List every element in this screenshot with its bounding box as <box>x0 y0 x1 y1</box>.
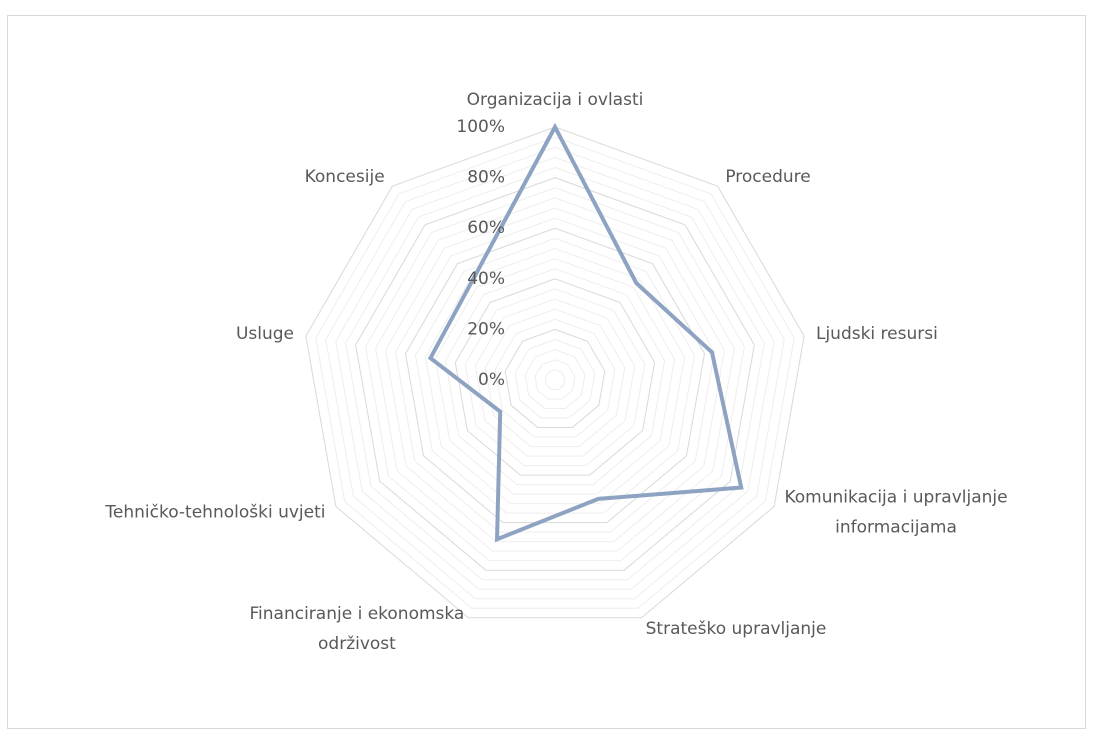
minor-grid-line <box>444 268 666 486</box>
y-tick-label: 0% <box>478 370 505 390</box>
minor-grid-line <box>375 197 735 552</box>
minor-grid-line <box>514 338 596 419</box>
y-tick-label: 80% <box>467 168 505 188</box>
grid-line <box>454 278 656 476</box>
minor-grid-line <box>534 359 576 400</box>
minor-grid-line <box>464 288 646 467</box>
minor-grid-line <box>524 349 586 410</box>
grid-line <box>305 126 805 619</box>
y-tick-label: 60% <box>467 218 505 238</box>
category-label: Usluge <box>236 324 294 344</box>
minor-grid-line <box>395 217 715 533</box>
category-label: Ljudski resursi <box>816 324 938 344</box>
minor-grid-line <box>434 258 676 495</box>
minor-grid-line <box>424 247 686 505</box>
category-label: Financiranje i ekonomska održivost <box>250 604 465 654</box>
category-label: Tehničko-tehnološki uvjeti <box>104 503 325 523</box>
y-tick-label: 100% <box>456 117 505 137</box>
grid-line <box>404 227 706 524</box>
minor-grid-line <box>335 156 775 590</box>
y-tick-label: 20% <box>467 319 505 339</box>
category-label: Koncesije <box>305 167 385 187</box>
minor-grid-line <box>365 187 745 562</box>
minor-grid-line <box>474 298 636 457</box>
y-tick-label: 40% <box>467 269 505 289</box>
minor-grid-line <box>345 166 765 581</box>
grid-line <box>355 177 755 571</box>
category-label: Komunikacija i upravljanje informacijama <box>784 488 1007 538</box>
category-label: Strateško upravljanje <box>646 619 827 639</box>
grid-line <box>504 328 606 429</box>
series-line <box>427 122 744 543</box>
chart-border <box>7 15 1086 729</box>
category-label: Procedure <box>725 167 810 187</box>
minor-grid-line <box>325 146 785 600</box>
minor-grid-line <box>494 318 616 438</box>
category-label: Organizacija i ovlasti <box>467 90 644 110</box>
minor-grid-line <box>484 308 626 448</box>
minor-grid-line <box>315 136 795 609</box>
minor-grid-line <box>385 207 725 543</box>
minor-grid-line <box>544 369 566 391</box>
